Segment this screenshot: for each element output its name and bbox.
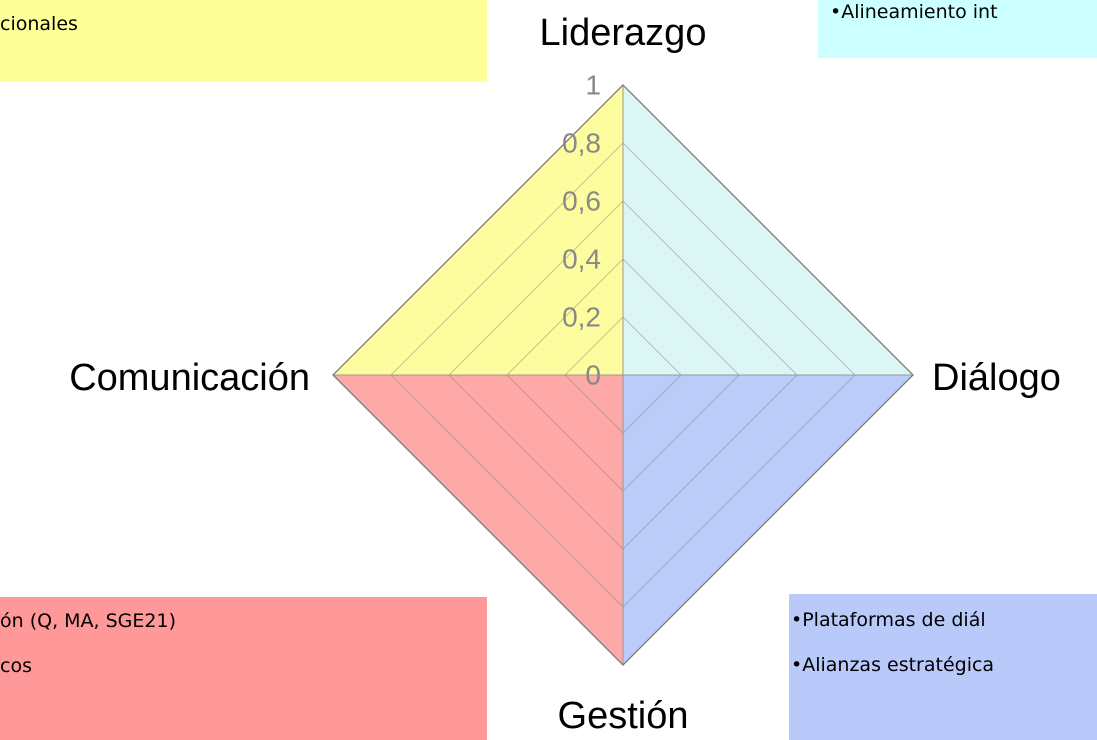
- box-line: cionales: [0, 13, 78, 35]
- category-label: Comunicación: [69, 357, 310, 399]
- box-top-left: cionales: [0, 0, 487, 82]
- tick-label: 0: [585, 359, 601, 390]
- tick-label: 0,2: [562, 301, 601, 332]
- box-line: •Alineamiento int: [830, 1, 998, 23]
- box-top-right: •Alineamiento int: [818, 0, 1097, 58]
- tick-label: 0,6: [562, 185, 601, 216]
- series-line: [332, 84, 914, 666]
- box-line: cos: [0, 655, 32, 677]
- box-line: •Alianzas estratégica: [791, 654, 995, 676]
- category-label: Gestión: [558, 695, 689, 737]
- category-label: Diálogo: [932, 357, 1061, 399]
- box-line: •Plataformas de diál: [791, 609, 986, 631]
- box-bottom-right: •Plataformas de diál •Alianzas estratégi…: [789, 594, 1097, 740]
- box-bottom-left: ón (Q, MA, SGE21) cos: [0, 597, 487, 740]
- box-line: ón (Q, MA, SGE21): [0, 610, 177, 632]
- tick-label: 0,8: [562, 127, 601, 158]
- tick-label: 0,4: [562, 243, 601, 274]
- tick-label: 1: [585, 69, 601, 100]
- category-label: Liderazgo: [540, 12, 707, 54]
